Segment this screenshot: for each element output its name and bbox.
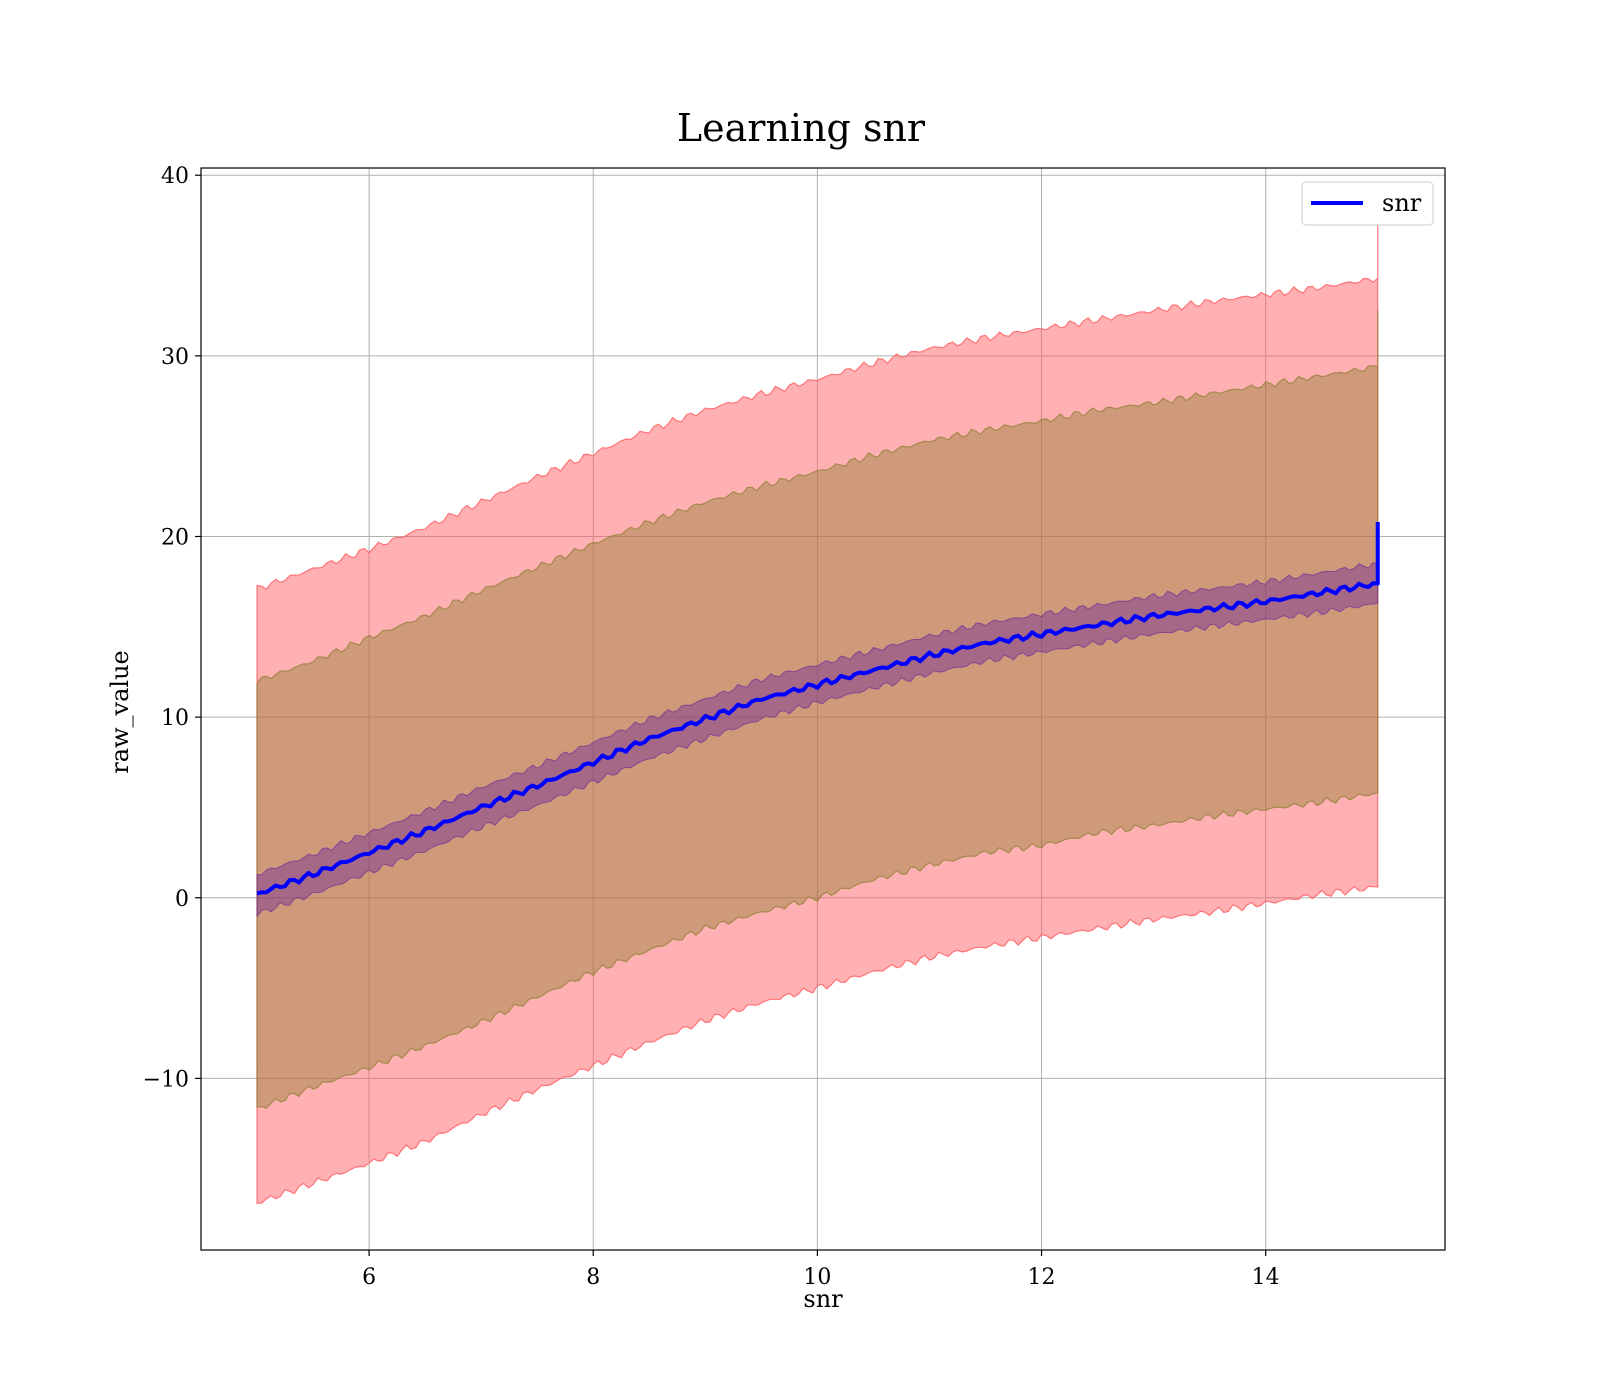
x-tick-label-1: 8 <box>586 1265 600 1290</box>
y-tick-label-3: 20 <box>161 525 189 550</box>
plot-area: 6 8 10 12 14 −10 0 10 20 30 40 snr <box>143 164 1446 1290</box>
y-tick-label-0: −10 <box>143 1067 189 1092</box>
x-tick-label-4: 14 <box>1252 1265 1280 1290</box>
axes-frame <box>200 167 1446 1251</box>
legend-box <box>1301 181 1434 226</box>
y-tick-label-5: 40 <box>161 164 189 189</box>
y-axis-label: raw_value <box>106 650 134 774</box>
x-tick-label-2: 10 <box>803 1265 831 1290</box>
x-tick-label-0: 6 <box>362 1265 376 1290</box>
band-inner <box>256 562 1379 918</box>
y-tick-label-2: 10 <box>161 706 189 731</box>
legend-label-snr: snr <box>1382 189 1422 217</box>
x-axis-label: snr <box>803 1285 843 1313</box>
y-tick-label-1: 0 <box>175 887 189 912</box>
chart-title: Learning snr <box>677 106 926 150</box>
x-tick-label-3: 12 <box>1028 1265 1056 1290</box>
series-line-snr <box>256 522 1380 896</box>
y-tick-label-4: 30 <box>161 345 189 370</box>
